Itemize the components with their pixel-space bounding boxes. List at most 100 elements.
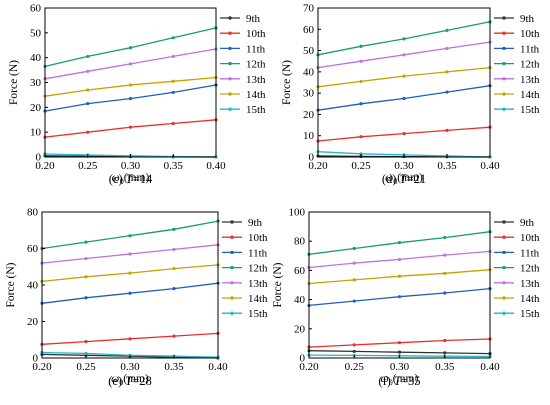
x-tick-label: 0.40 xyxy=(206,160,226,172)
y-tick-label: 40 xyxy=(294,294,306,306)
legend-marker-9th xyxy=(502,16,506,20)
x-tick-label: 0.20 xyxy=(35,160,55,172)
chart-panel-4: 0 20 40 60 80 100 0.20 0.25 0.30 0.35 0.40 Force (N… xyxy=(272,207,540,389)
legend-marker-11th xyxy=(502,46,506,51)
data-point-11th xyxy=(128,97,133,101)
y-tick-label: 0 xyxy=(309,152,315,164)
x-tick-label: 0.30 xyxy=(121,160,141,172)
legend-label-13th: 13th xyxy=(246,74,266,86)
data-point-13th xyxy=(84,256,88,261)
legend-marker-13th xyxy=(502,77,506,81)
y-tick-label: 40 xyxy=(303,66,315,78)
panel-caption: (d) T=21 xyxy=(382,172,426,186)
data-point-12th xyxy=(128,234,132,238)
x-tick-label: 0.20 xyxy=(308,160,328,172)
data-point-12th xyxy=(86,54,90,59)
legend-label-11th: 11th xyxy=(248,247,268,259)
y-tick-label: 50 xyxy=(30,27,42,39)
legend: 9th 10th 11th 12th 13th 14th 15th xyxy=(220,13,266,116)
x-tick-label: 0.40 xyxy=(208,361,228,373)
x-tick-label: 0.35 xyxy=(435,361,455,373)
data-point-14th xyxy=(128,271,132,275)
plot-frame xyxy=(41,211,219,359)
legend-marker-15th xyxy=(502,311,506,315)
legend-label-11th: 11th xyxy=(246,43,266,55)
legend: 9th 10th 11th 12th 13th 14th 15th xyxy=(222,217,268,320)
y-tick-label: 20 xyxy=(27,316,39,328)
legend-marker-13th xyxy=(228,77,232,81)
data-point-13th xyxy=(359,59,363,63)
y-tick-label: 40 xyxy=(30,52,42,64)
data-point-11th xyxy=(171,90,175,95)
data-point-10th xyxy=(402,131,406,136)
y-tick-label: 20 xyxy=(303,109,315,121)
legend: 9th 10th 11th 12th 13th 14th 15th xyxy=(494,13,540,116)
x-tick-label: 0.30 xyxy=(390,361,410,373)
legend-label-15th: 15th xyxy=(248,308,268,320)
data-point-10th xyxy=(84,339,88,344)
panel-caption: (c) T=14 xyxy=(109,172,153,186)
data-point-14th xyxy=(84,275,88,279)
y-axis-label: Force (N) xyxy=(8,60,20,105)
legend-marker-12th xyxy=(502,265,506,270)
y-tick-label: 0 xyxy=(300,353,306,365)
legend-label-12th: 12th xyxy=(248,263,268,275)
data-point-13th xyxy=(172,247,176,252)
x-axis-label: ω0(mm) xyxy=(381,373,419,387)
x-tick-label: 0.20 xyxy=(299,361,319,373)
legend: 9th 10th 11th 12th 13th 14th 15th xyxy=(494,217,540,320)
data-point-14th xyxy=(443,271,447,275)
legend-label-10th: 10th xyxy=(246,28,266,40)
data-point-10th xyxy=(352,343,356,347)
chart-panel-3: 0 20 40 60 80 0.20 0.25 0.30 0.35 0.40 Force (N) ω0… xyxy=(5,207,268,389)
data-point-13th xyxy=(86,69,90,73)
data-point-11th xyxy=(402,96,406,101)
y-axis-label: Force (N) xyxy=(281,60,293,105)
legend-marker-10th xyxy=(502,31,506,35)
y-tick-label: 0 xyxy=(33,353,39,365)
data-point-9th xyxy=(443,351,447,355)
y-tick-label: 20 xyxy=(294,323,306,335)
data-point-12th xyxy=(397,241,402,245)
legend-marker-15th xyxy=(230,311,234,315)
x-axis-label: ω0(mm) xyxy=(385,172,423,186)
data-point-13th xyxy=(128,252,132,256)
legend-label-13th: 13th xyxy=(248,278,268,290)
legend-label-11th: 11th xyxy=(520,247,540,259)
legend-label-13th: 13th xyxy=(520,278,540,290)
y-tick-label: 20 xyxy=(30,102,42,114)
legend-marker-9th xyxy=(228,16,232,20)
legend-marker-15th xyxy=(228,107,232,111)
legend-label-15th: 15th xyxy=(520,104,540,116)
y-tick-label: 0 xyxy=(36,152,42,164)
legend-label-14th: 14th xyxy=(248,293,268,305)
data-point-14th xyxy=(171,79,175,83)
y-tick-label: 60 xyxy=(303,24,315,36)
data-point-10th xyxy=(86,130,90,134)
x-tick-label: 0.25 xyxy=(345,361,365,373)
y-tick-label: 60 xyxy=(294,265,306,277)
legend-label-12th: 12th xyxy=(520,263,540,275)
data-point-12th xyxy=(352,246,356,251)
x-tick-label: 0.40 xyxy=(480,160,500,172)
legend-marker-14th xyxy=(502,296,506,300)
y-tick-label: 100 xyxy=(289,207,306,219)
data-point-13th xyxy=(171,54,175,59)
x-tick-label: 0.35 xyxy=(164,160,184,172)
x-tick-label: 0.20 xyxy=(32,361,52,373)
legend-label-13th: 13th xyxy=(520,74,540,86)
data-point-9th xyxy=(352,349,356,354)
data-point-13th xyxy=(128,62,133,66)
x-tick-label: 0.25 xyxy=(78,160,98,172)
legend-marker-11th xyxy=(502,250,506,255)
data-point-12th xyxy=(84,240,88,244)
y-tick-label: 80 xyxy=(27,207,39,219)
legend-marker-13th xyxy=(230,281,234,285)
data-point-10th xyxy=(397,341,402,345)
y-axis-label: Force (N) xyxy=(5,262,17,307)
plot-frame xyxy=(308,211,491,359)
y-tick-label: 50 xyxy=(303,45,315,57)
legend-marker-14th xyxy=(228,92,232,96)
legend-marker-9th xyxy=(502,220,506,224)
